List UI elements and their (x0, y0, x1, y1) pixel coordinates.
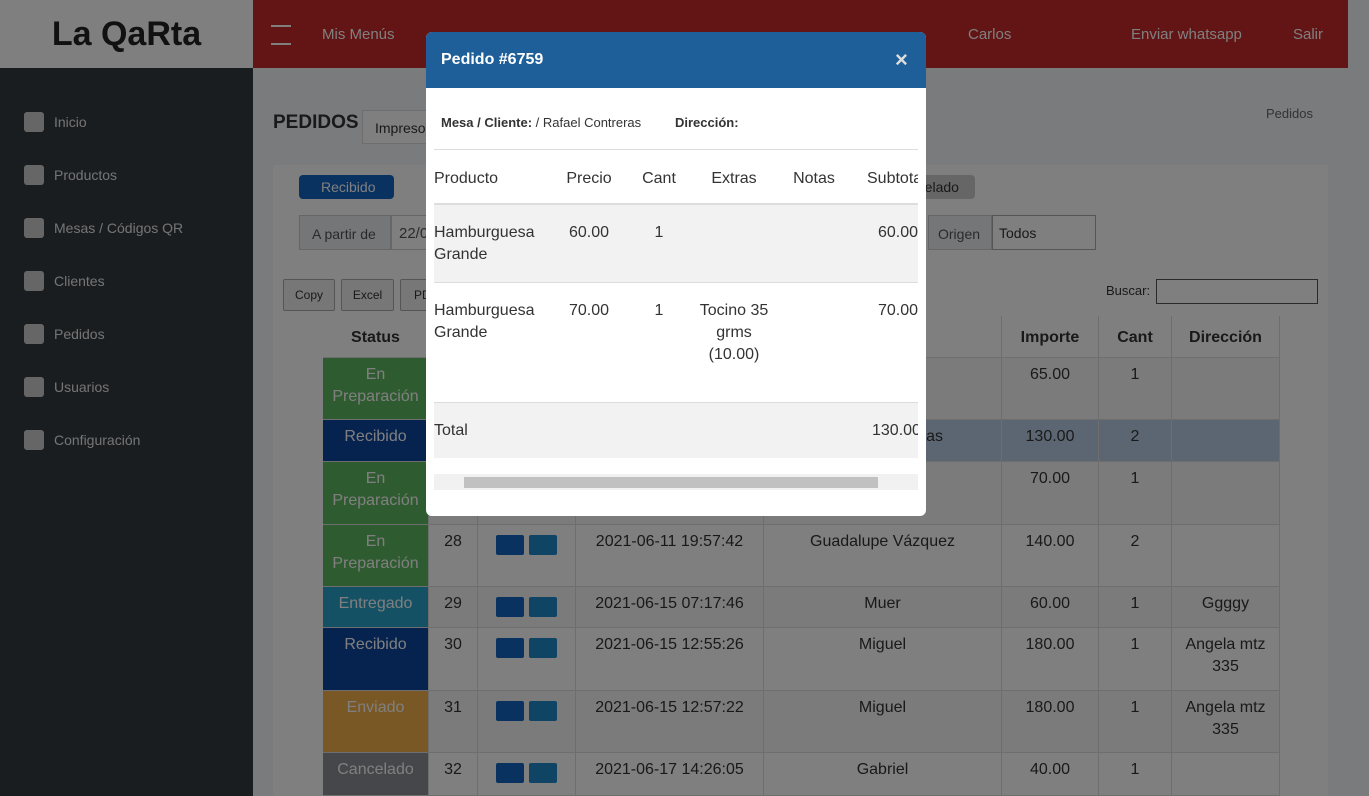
modal: Pedido #6759 × Mesa / Cliente: / Rafael … (426, 32, 926, 516)
modal-cell: 1 (654, 302, 664, 319)
modal-cell: 1 (654, 224, 664, 241)
modal-cell: Tocino 35 grms (10.00) (699, 302, 769, 363)
modal-cell: 60.00 (877, 224, 918, 241)
total-label: Total (434, 422, 468, 439)
modal-title: Pedido #6759 (441, 51, 544, 68)
modal-cell: 60.00 (568, 224, 610, 241)
modal-cell: Hamburguesa Grande (434, 302, 535, 341)
scrollbar[interactable] (434, 474, 918, 490)
client-value: / Rafael Contreras (535, 115, 642, 130)
modal-header: Pedido #6759 × (426, 32, 926, 88)
modal-table: Producto Precio Cant Extras Notas Subtotal Ham… (434, 150, 918, 458)
modal-cell: Hamburguesa Grande (434, 224, 535, 263)
total-value: 130.00 (872, 422, 918, 439)
total-row (434, 403, 918, 458)
modal-column-header: Precio (566, 170, 612, 187)
modal-column-header: Producto (434, 170, 499, 187)
divider (434, 203, 918, 205)
close-button[interactable]: × (895, 47, 908, 72)
modal-cell: 70.00 (568, 302, 610, 319)
modal-row (434, 283, 918, 403)
client-info: Mesa / Cliente: / Rafael Contreras (441, 115, 641, 130)
modal-row (434, 205, 918, 283)
modal-column-header: Extras (711, 170, 757, 187)
modal-column-header: Notas (793, 170, 835, 187)
modal-column-header: Cant (642, 170, 676, 187)
client-label: Mesa / Cliente: (441, 115, 533, 130)
address-label: Dirección: (675, 115, 739, 130)
modal-column-header: Subtotal (867, 170, 918, 187)
modal-cell: 70.00 (877, 302, 918, 319)
divider (434, 149, 918, 150)
